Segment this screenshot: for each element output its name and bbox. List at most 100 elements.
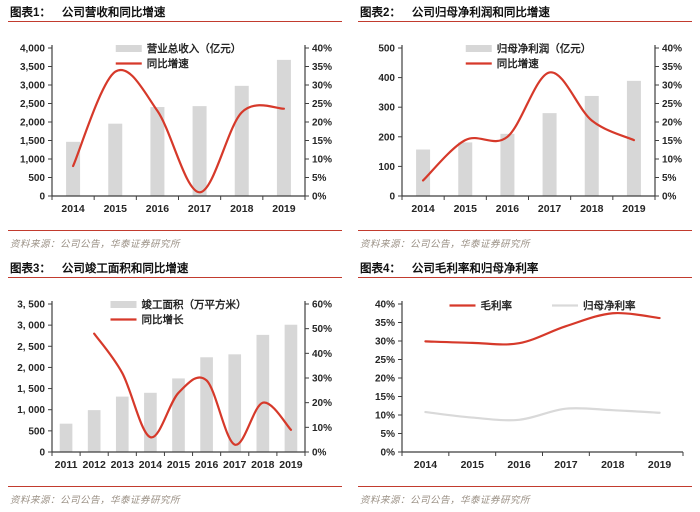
left-axis-tick-label: 20% — [375, 374, 395, 385]
x-axis-tick-label: 2019 — [272, 203, 296, 215]
figure-label: 图表3： — [10, 263, 51, 275]
left-axis-tick-label: 10% — [375, 411, 395, 422]
revenue-yoy-chart: 4,000 3,500 3,000 2,500 2,000 1,500 1,000 500 0 4… — [20, 42, 332, 215]
source-text: 公司公告，华泰证券研究所 — [410, 496, 531, 506]
trend-line — [424, 311, 661, 346]
left-axis-tick-label: 500 — [378, 44, 395, 55]
right-axis-tick-label: 30% — [312, 81, 332, 92]
right-axis-tick-label: 0% — [312, 448, 327, 459]
left-axis-tick-label: 200 — [378, 132, 395, 143]
right-axis-tick-label: 35% — [662, 62, 682, 73]
figure-title: 公司营收和同比增速 — [61, 7, 166, 19]
left-axis-tick-label: 40% — [375, 300, 395, 311]
left-axis-tick-label: 1, 500 — [17, 384, 45, 395]
legend-bar-swatch — [110, 301, 137, 308]
right-axis-tick-label: 10% — [312, 423, 332, 434]
left-axis-tick-label: 500 — [28, 173, 45, 184]
right-axis-tick-label: 25% — [662, 99, 682, 110]
trend-line — [424, 407, 661, 422]
trend-line — [421, 71, 636, 182]
right-axis-tick-label: 30% — [662, 81, 682, 92]
x-axis-tick-label: 2012 — [82, 459, 106, 471]
bar — [542, 113, 557, 196]
left-axis-tick-label: 3, 000 — [17, 321, 45, 332]
legend-label: 同比增长 — [142, 313, 184, 326]
left-axis-tick-label: 0% — [381, 448, 396, 459]
figure-panel-revenue: 图表1： 公司营收和同比增速 4,000 3,500 3,000 2,500 2,000… — [0, 0, 350, 256]
left-axis-tick-label: 2,500 — [20, 99, 45, 110]
left-axis-tick-label: 500 — [28, 426, 45, 437]
left-axis-tick-label: 100 — [378, 162, 395, 173]
x-axis-tick-label: 2019 — [279, 459, 303, 471]
trend-line — [93, 332, 293, 446]
left-axis-tick-label: 1,500 — [20, 136, 45, 147]
bar — [584, 95, 599, 196]
x-axis-tick-label: 2019 — [648, 459, 672, 471]
x-axis-tick-label: 2014 — [139, 459, 163, 471]
right-axis-tick-label: 20% — [312, 118, 332, 129]
left-axis-tick-label: 1, 000 — [17, 405, 45, 416]
left-axis-tick-label: 0 — [39, 448, 45, 459]
bar — [59, 423, 73, 452]
figure-label: 图表1： — [10, 7, 51, 19]
legend-label: 营业总收入（亿元） — [147, 42, 242, 55]
right-axis-tick-label: 35% — [312, 62, 332, 73]
legend-label: 归母净利润（亿元） — [497, 42, 592, 55]
source-row: 资料来源：公司公告，华泰证券研究所 — [8, 486, 342, 506]
right-axis-tick-label: 15% — [312, 136, 332, 147]
x-axis-tick-label: 2017 — [188, 203, 212, 215]
figure-title: 公司毛利率和归母净利率 — [411, 263, 539, 275]
left-axis-tick-label: 3,000 — [20, 81, 45, 92]
right-axis-tick-label: 10% — [312, 155, 332, 166]
trend-line — [71, 68, 286, 194]
legend-label: 竣工面积（万平方米） — [142, 298, 247, 311]
bar — [416, 149, 431, 196]
right-axis-tick-label: 50% — [312, 324, 332, 335]
left-axis-tick-label: 2,000 — [20, 118, 45, 129]
source-row: 资料来源：公司公告，华泰证券研究所 — [8, 230, 342, 250]
x-axis-tick-label: 2016 — [496, 203, 520, 215]
figure-heading: 图表4： 公司毛利率和归母净利率 — [358, 256, 692, 278]
figure-heading: 图表3： 公司竣工面积和同比增速 — [8, 256, 342, 278]
bar — [276, 59, 291, 196]
source-label: 资料来源： — [10, 496, 61, 506]
source-text: 公司公告，华泰证券研究所 — [60, 240, 181, 250]
x-axis-tick-label: 2018 — [230, 203, 254, 215]
bar — [626, 80, 641, 196]
figure-panel-margins: 图表4： 公司毛利率和归母净利率 40% 35% 30% 25% 20% 15% 10% 5%… — [350, 256, 700, 512]
left-axis-tick-label: 3, 500 — [17, 300, 45, 311]
legend-bar-swatch — [465, 45, 492, 52]
source-text: 公司公告，华泰证券研究所 — [410, 240, 531, 250]
figure-panel-net-profit: 图表2： 公司归母净利润和同比增速 500 400 300 200 100 0 40% 35%… — [350, 0, 700, 256]
left-axis-tick-label: 25% — [375, 355, 395, 366]
bar — [150, 107, 165, 196]
source-text: 公司公告，华泰证券研究所 — [60, 496, 181, 506]
right-axis-tick-label: 40% — [312, 44, 332, 55]
legend-label: 毛利率 — [481, 299, 513, 312]
left-axis-tick-label: 4,000 — [20, 44, 45, 55]
left-axis-tick-label: 0 — [389, 192, 395, 203]
source-label: 资料来源： — [10, 240, 61, 250]
figure-panel-completed-area: 图表3： 公司竣工面积和同比增速 3, 500 3, 000 2, 500 2, 00… — [0, 256, 350, 512]
x-axis-tick-label: 2015 — [461, 459, 485, 471]
figure-title: 公司归母净利润和同比增速 — [411, 7, 550, 19]
figure-label: 图表4： — [360, 263, 401, 275]
right-axis-tick-label: 25% — [312, 99, 332, 110]
bar — [458, 142, 473, 196]
left-axis-tick-label: 30% — [375, 337, 395, 348]
bar — [234, 85, 249, 196]
right-axis-tick-label: 5% — [662, 173, 677, 184]
left-axis-tick-label: 1,000 — [20, 155, 45, 166]
legend-bar-swatch — [115, 45, 142, 52]
x-axis-tick-label: 2018 — [601, 459, 625, 471]
right-axis-tick-label: 20% — [312, 398, 332, 409]
figure-title: 公司竣工面积和同比增速 — [61, 263, 189, 275]
bar — [144, 392, 157, 452]
x-axis-tick-label: 2018 — [580, 203, 604, 215]
figure-label: 图表2： — [360, 7, 401, 19]
x-axis-tick-label: 2018 — [251, 459, 275, 471]
x-axis-tick-label: 2013 — [111, 459, 135, 471]
x-axis-tick-label: 2016 — [507, 459, 531, 471]
source-label: 资料来源： — [360, 496, 411, 506]
x-axis-tick-label: 2016 — [195, 459, 219, 471]
